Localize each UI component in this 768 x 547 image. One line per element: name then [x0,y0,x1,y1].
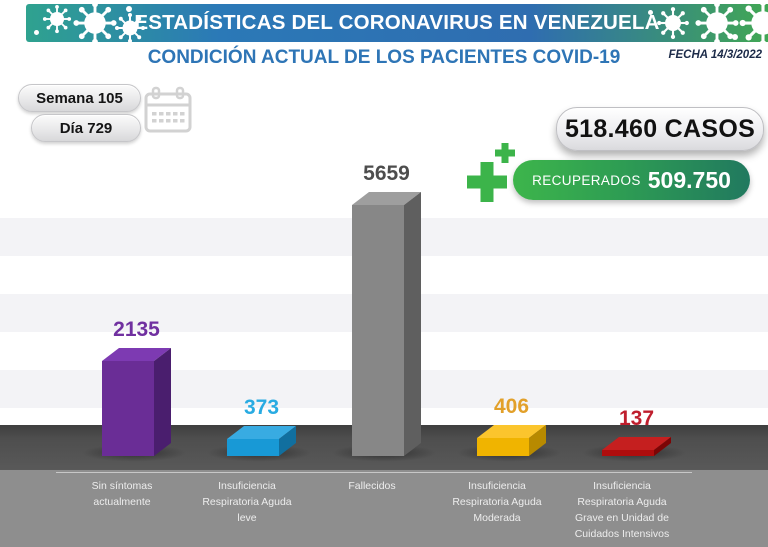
recovered-value: 509.750 [647,166,731,193]
virus-icon [656,6,690,40]
bar-1 [227,426,296,456]
chart-title: CONDICIÓN ACTUAL DE LOS PACIENTES COVID-… [147,47,621,68]
total-cases-value: 518.460 CASOS [564,114,756,143]
bar-category-label: Insuficiencia Respiratoria Aguda Grave en … [574,480,670,540]
header-banner: ESTADÍSTICAS DEL CORONAVIRUS EN VENEZUEL… [26,0,768,48]
page-title: ESTADÍSTICAS DEL CORONAVIRUS EN VENEZUEL… [134,11,660,34]
calendar-icon [144,86,192,133]
virus-dot-icon [34,30,39,35]
bar-3 [477,425,546,456]
bar-0 [102,348,171,456]
bar-category-label: Insuficiencia Respiratoria Aguda Moderada [452,480,542,524]
bar-value-label: 2135 [113,318,160,341]
virus-icon [42,4,72,34]
day-badge: Día 729 [31,114,141,142]
date-label: FECHA 14/3/2022 [668,49,762,61]
bar-2 [352,192,421,456]
virus-dot-icon [732,34,738,40]
bar-category-label: Insuficiencia Respiratoria Aguda leve [202,480,292,524]
recovered-label: RECUPERADOS [532,172,641,188]
axis-line [56,472,692,473]
bar-value-label: 5659 [363,162,410,185]
week-badge: Semana 105 [18,84,141,112]
virus-dot-icon [648,10,653,15]
virus-dot-icon [126,6,132,12]
bar-value-label: 137 [618,407,655,430]
total-cases-badge: 518.460 CASOS [556,107,764,151]
virus-icon [738,0,768,48]
bar-category-label: Sin síntomas actualmente [91,480,153,508]
bar-value-label: 406 [493,395,530,418]
bar-4 [602,437,671,456]
virus-icon [114,12,146,44]
bar-value-label: 373 [243,396,280,419]
bar-category-label: Fallecidos [348,480,396,492]
day-badge-label: Día 729 [59,119,113,137]
recovered-badge: RECUPERADOS 509.750 [513,160,750,200]
axis-label-area [0,470,768,547]
virus-icon [72,0,118,46]
week-badge-label: Semana 105 [36,89,123,107]
medical-plus-icon [467,143,515,202]
